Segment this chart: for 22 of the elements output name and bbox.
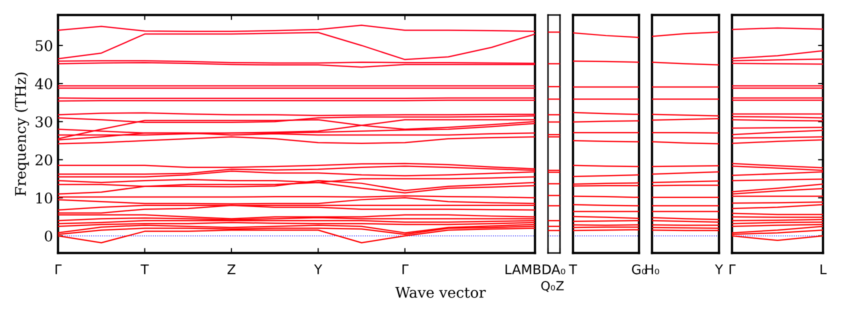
y-tick-label: 30 — [36, 116, 52, 128]
x-tick-label: G₀ — [632, 264, 646, 274]
x-tick-label: H₀ — [646, 264, 660, 274]
y-tick-label: 50 — [36, 40, 52, 52]
x-tick-label: Z — [228, 264, 236, 274]
x-tick-label: Γ — [730, 264, 736, 274]
x-tick-label: Y — [714, 264, 724, 274]
x-tick-label: Γ — [56, 264, 62, 274]
x-tick-label: Z — [556, 281, 564, 290]
y-tick-label: 40 — [35, 78, 52, 90]
y-tick-label: 10 — [36, 192, 52, 204]
x-tick-label: L — [820, 264, 827, 274]
x-tick-label: T — [568, 264, 578, 274]
x-axis-title: Wave vector — [395, 287, 486, 298]
x-tick-label: Y — [314, 264, 322, 274]
y-tick-label: 0 — [44, 230, 52, 242]
y-tick-label: 20 — [36, 154, 52, 166]
x-tick-label: Q₀ — [541, 281, 555, 292]
x-tick-label: T — [140, 264, 149, 274]
x-tick-label: Γ — [402, 264, 409, 274]
x-tick-label: LAMBDA₀ — [506, 264, 566, 274]
y-axis-title: Frequency (THz) — [14, 72, 30, 196]
